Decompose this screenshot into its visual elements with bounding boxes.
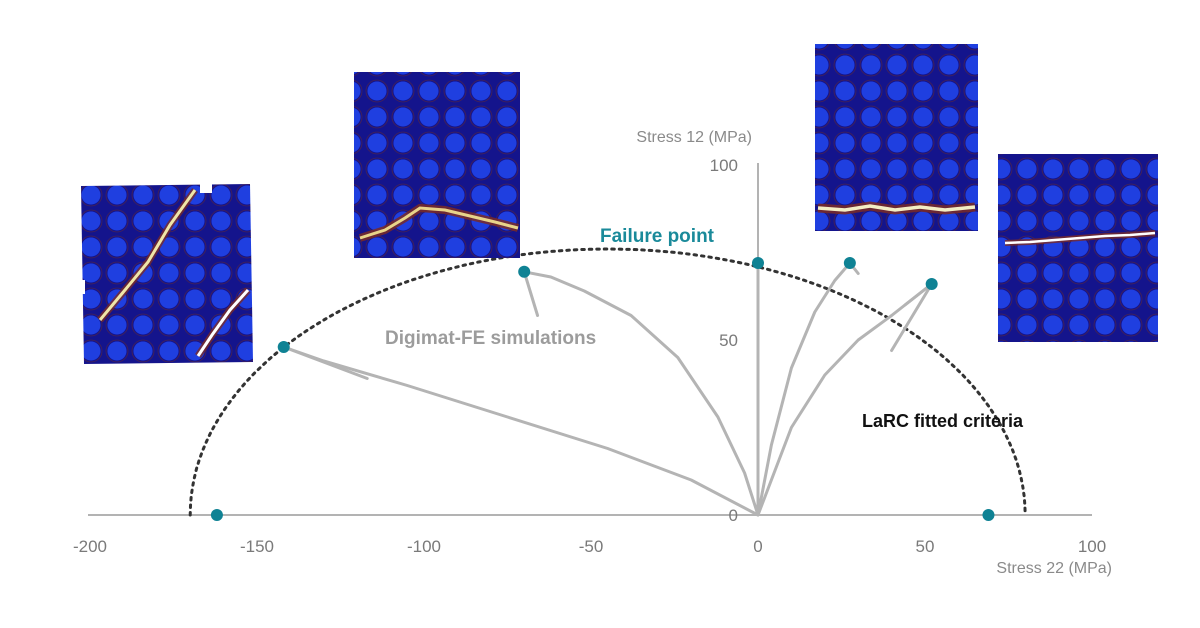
- failure-point-2: [277, 341, 290, 353]
- y-tick-labels: 0 50 100: [710, 156, 738, 525]
- larc-criterion-curve: [188, 247, 1027, 517]
- x-tick-label-2: -150: [240, 537, 274, 556]
- x-tick-label-5: 0: [753, 537, 762, 556]
- microstructure-inset-2: [354, 72, 520, 258]
- loading-paths: [282, 261, 934, 517]
- x-tick-labels: -200 -150 -100 -50 0 50 100: [73, 537, 1106, 556]
- plot-area: -200 -150 -100 -50 0 50 100 0 50 100 Stress 22 (…: [73, 129, 1112, 577]
- failure-point-3: [518, 265, 531, 278]
- x-tick-label-7: 100: [1078, 537, 1106, 556]
- failure-point-5: [843, 257, 856, 269]
- loading-path-5: [756, 282, 934, 517]
- leader-line-2: [522, 270, 540, 317]
- loading-path-4: [756, 261, 852, 517]
- loading-path-1: [522, 270, 760, 517]
- x-axis-title: Stress 22 (MPa): [996, 560, 1112, 577]
- failure-point-annotation: Failure point: [600, 226, 715, 247]
- failure-point-7: [982, 509, 995, 521]
- y-tick-label-2: 50: [719, 331, 738, 350]
- microstructure-inset-3: [815, 44, 978, 231]
- x-tick-label-1: -200: [73, 537, 107, 556]
- microstructure-inset-4: [998, 154, 1158, 342]
- larc-criteria-annotation: LaRC fitted criteria: [862, 411, 1024, 431]
- failure-point-6: [925, 278, 938, 290]
- failure-point-4: [752, 257, 764, 269]
- microstructure-inset-1: [75, 183, 253, 364]
- failure-points: [210, 257, 995, 521]
- failure-point-1: [210, 509, 223, 521]
- y-tick-label-1: 0: [729, 506, 738, 525]
- x-tick-label-3: -100: [407, 537, 441, 556]
- x-tick-label-4: -50: [579, 537, 604, 556]
- leader-line-1: [282, 345, 369, 380]
- simulations-annotation: Digimat-FE simulations: [385, 328, 596, 349]
- x-tick-label-6: 50: [916, 537, 935, 556]
- y-tick-label-3: 100: [710, 156, 738, 175]
- leader-line-4: [890, 282, 934, 352]
- y-axis-title: Stress 12 (MPa): [636, 129, 752, 146]
